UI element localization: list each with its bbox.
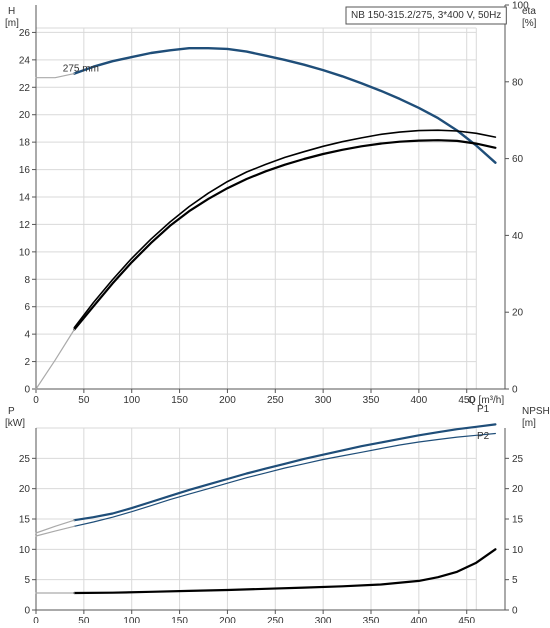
panel1-series-line-2 (73, 129, 497, 329)
panel2-right-tick-label: 20 (512, 484, 524, 495)
panel2-left-tick-label: 20 (19, 484, 31, 495)
panel2-right-tick-label: 5 (512, 575, 518, 586)
panel1-right-tick-label: 60 (512, 154, 524, 165)
panel1-x-axis-title: Q [m³/h] (468, 395, 504, 406)
panel1-series-line-3 (73, 139, 497, 331)
panel2-right-tick-label: 15 (512, 515, 524, 526)
panel2-right-axis-unit: [m] (522, 418, 536, 429)
panel2-series-line-2 (35, 519, 75, 534)
panel1-annotation-label: 275 mm (63, 64, 99, 75)
panel1-title-box (345, 6, 507, 25)
panel2-x-tick-label: 100 (123, 616, 140, 623)
panel1-left-tick-label: 24 (19, 55, 31, 66)
panel1-left-axis-unit: [m] (5, 18, 19, 29)
panel1-right-tick-label: 20 (512, 308, 524, 319)
panel1-x-tick-label: 0 (33, 395, 39, 406)
panel2-left-tick-label: 5 (24, 575, 30, 586)
panel1-series-line-4 (35, 328, 75, 390)
panel2-x-tick-label: 450 (458, 616, 475, 623)
panel2-left-tick-label: 0 (24, 606, 30, 617)
panel1-series-line-0 (73, 47, 497, 164)
panel1-right-tick-label: 80 (512, 77, 524, 88)
panel2-series-line-3 (35, 525, 75, 537)
panel2-left-tick-label: 15 (19, 515, 31, 526)
panel2-x-tick-label: 400 (411, 616, 428, 623)
panel1-left-tick-label: 20 (19, 110, 31, 121)
panel2-legend-label-p2: P2 (477, 431, 490, 442)
panel1-x-tick-label: 350 (363, 395, 380, 406)
panel1-left-tick-label: 18 (19, 138, 31, 149)
panel2-right-tick-label: 10 (512, 545, 524, 556)
panel1-left-tick-label: 8 (24, 275, 30, 286)
panel2-right-tick-label: 0 (512, 606, 518, 617)
panel2-left-axis-title: P (8, 406, 15, 417)
panel1-x-tick-label: 300 (315, 395, 332, 406)
panel1-x-tick-label: 150 (171, 395, 188, 406)
panel2-x-tick-label: 50 (78, 616, 90, 623)
panel2-right-tick-label: 25 (512, 454, 524, 465)
panel2-x-tick-label: 350 (363, 616, 380, 623)
panel1-left-tick-label: 10 (19, 247, 31, 258)
panel1-chart-title: NB 150-315.2/275, 3*400 V, 50Hz (351, 10, 501, 21)
panel1-right-tick-label: 40 (512, 231, 524, 242)
panel1-right-axis-title: eta (522, 6, 536, 17)
panel2-left-tick-label: 10 (19, 545, 31, 556)
panel1-left-tick-label: 16 (19, 165, 31, 176)
panel2-left-tick-label: 25 (19, 454, 31, 465)
panel2-series-line-4 (73, 548, 497, 595)
panel2-x-tick-label: 200 (219, 616, 236, 623)
panel1-left-tick-label: 6 (24, 302, 30, 313)
panel2-legend-label-p1: P1 (477, 404, 490, 415)
panel2-right-axis-title: NPSH (522, 406, 550, 417)
panel1-left-axis-title: H (8, 6, 15, 17)
panel1-left-tick-label: 12 (19, 220, 31, 231)
panel1-left-tick-label: 14 (19, 193, 31, 204)
panel1-series-line-1 (35, 73, 75, 79)
panel1-left-tick-label: 4 (24, 330, 30, 341)
panel1-x-tick-label: 50 (78, 395, 90, 406)
panel1-left-tick-label: 26 (19, 28, 31, 39)
panel1-x-tick-label: 450 (458, 395, 475, 406)
panel1-right-tick-label: 0 (512, 385, 518, 396)
panel1-x-tick-label: 400 (411, 395, 428, 406)
panel2-x-tick-label: 250 (267, 616, 284, 623)
panel1-right-axis-unit: [%] (522, 18, 537, 29)
panel2-x-tick-label: 300 (315, 616, 332, 623)
panel1-left-tick-label: 22 (19, 83, 31, 94)
panel1-left-tick-label: 2 (24, 357, 30, 368)
panel2-series-line-p1 (73, 423, 497, 522)
panel2-x-tick-label: 150 (171, 616, 188, 623)
panel1-x-tick-label: 250 (267, 395, 284, 406)
panel1-left-tick-label: 0 (24, 385, 30, 396)
panel1-x-tick-label: 100 (123, 395, 140, 406)
panel1-right-tick-label: 100 (512, 1, 529, 12)
panel2-x-tick-label: 0 (33, 616, 39, 623)
panel2-series-line-p2 (73, 432, 496, 527)
panel1-x-tick-label: 200 (219, 395, 236, 406)
panel2-left-axis-unit: [kW] (5, 418, 25, 429)
